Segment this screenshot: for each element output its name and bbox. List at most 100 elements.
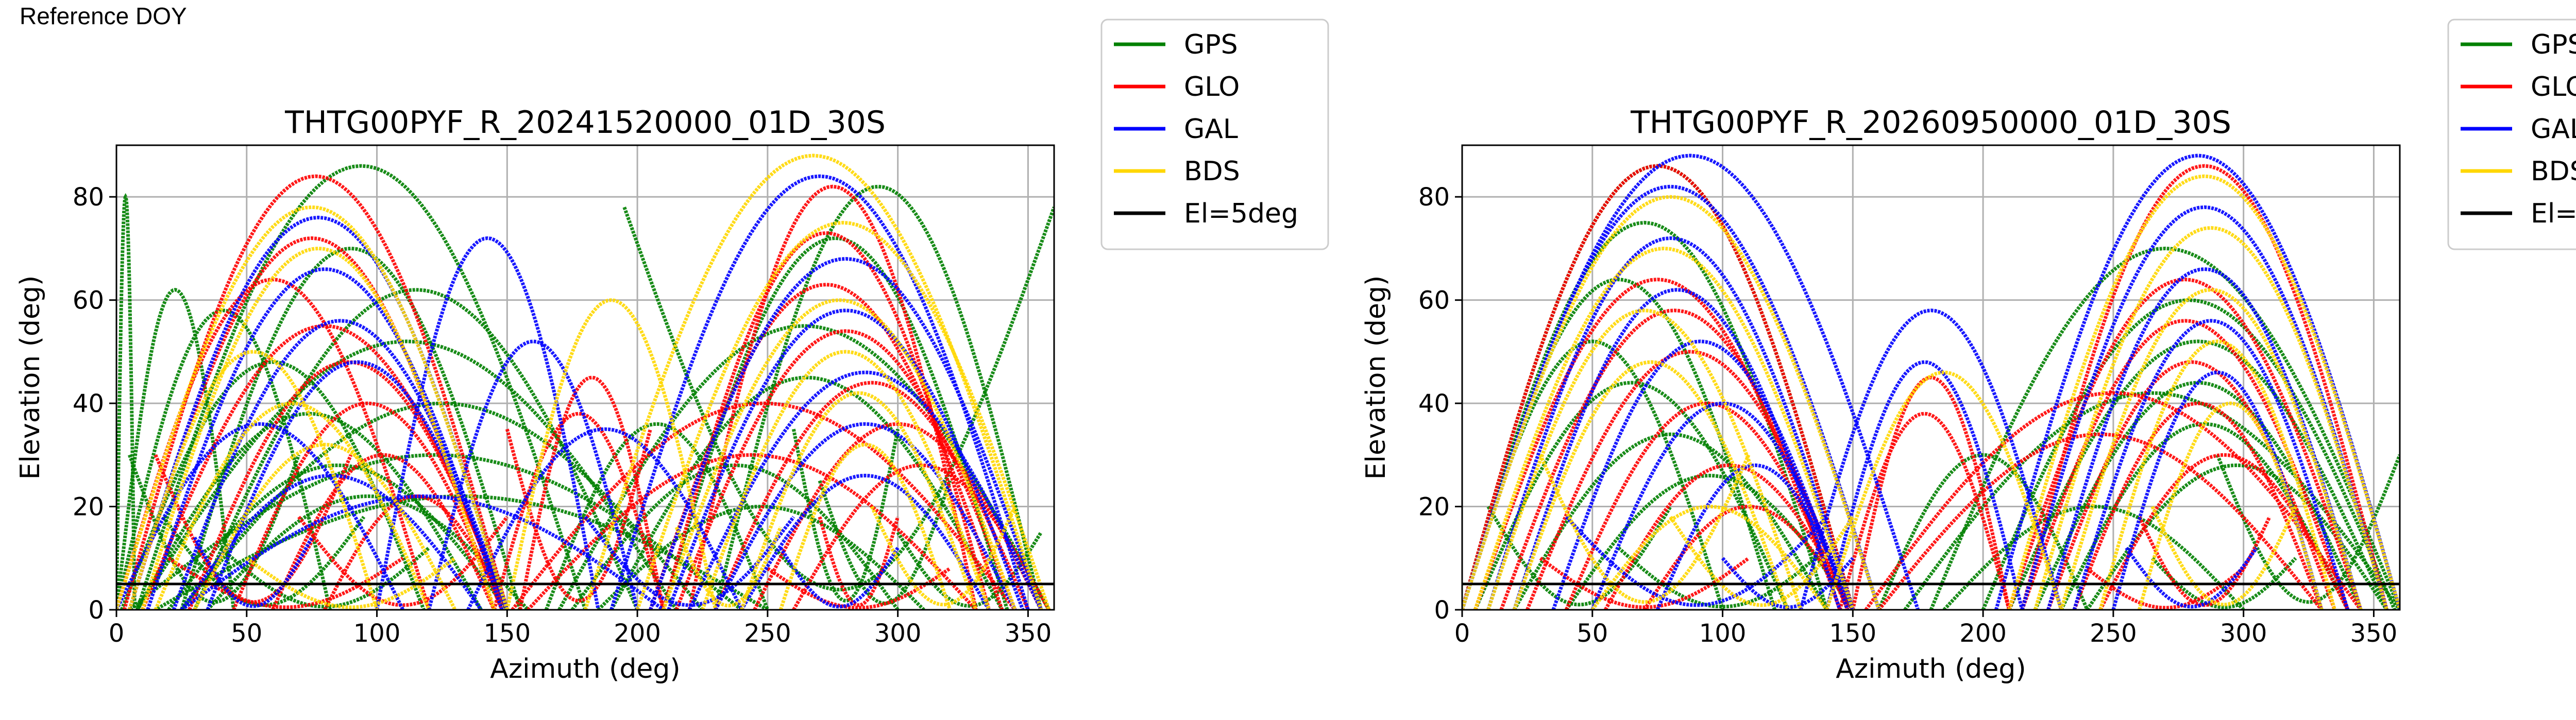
- series-track-gal: [1551, 339, 1850, 610]
- series-track-glo: [1838, 412, 2011, 610]
- series-track-gal: [1825, 360, 2024, 610]
- series-track-bds: [1473, 246, 1855, 610]
- y-tick-label: 60: [1418, 286, 1450, 315]
- series-track-bds: [739, 391, 978, 610]
- x-tick-label: 100: [1699, 619, 1747, 648]
- y-axis-label: Elevation (deg): [15, 276, 46, 480]
- series-track-glo: [2020, 164, 2389, 610]
- x-tick-label: 300: [874, 619, 922, 648]
- series-track-gal: [172, 319, 509, 610]
- series-track-bds: [1669, 516, 1855, 607]
- series-track-bds: [674, 526, 783, 608]
- y-tick-label: 40: [73, 389, 104, 418]
- series-track-gps: [135, 164, 587, 610]
- satellite-tracks: [116, 153, 1054, 610]
- y-axis-label: Elevation (deg): [1361, 276, 1392, 480]
- series-track-gal: [1799, 308, 2063, 610]
- y-tick-label: 0: [1434, 596, 1450, 625]
- x-tick-label: 200: [1959, 619, 2007, 648]
- series-track-glo: [1604, 463, 1855, 610]
- series-track-gal: [375, 236, 600, 610]
- series-track-gal: [667, 308, 1025, 610]
- series-track-gal: [740, 473, 991, 610]
- series-track-gal: [180, 473, 483, 610]
- x-tick-label: 300: [2220, 619, 2267, 648]
- x-tick-label: 50: [231, 619, 262, 648]
- series-track-bds: [778, 442, 952, 610]
- y-tick-label: 80: [73, 183, 104, 212]
- series-track-bds: [154, 401, 431, 610]
- series-track-gal: [1565, 516, 1828, 607]
- series-track-bds: [662, 298, 1017, 610]
- series-track-glo: [2138, 516, 2272, 607]
- series-track-gal: [649, 256, 1043, 610]
- x-axis-label: Azimuth (deg): [490, 654, 680, 684]
- series-track-gal: [146, 267, 504, 610]
- x-tick-label: 50: [1577, 619, 1608, 648]
- series-track-gps: [896, 531, 1043, 608]
- series-track-glo: [297, 516, 509, 607]
- x-tick-label: 150: [1829, 619, 1877, 648]
- x-axis-label: Azimuth (deg): [1836, 654, 2026, 684]
- series-track-glo: [674, 329, 1017, 610]
- series-track-gps: [622, 207, 1054, 592]
- series-track-gps: [167, 463, 509, 610]
- series-track-gps: [1565, 473, 1855, 610]
- x-tick-label: 100: [353, 619, 401, 648]
- series-track-glo: [766, 567, 951, 610]
- series-track-bds: [127, 350, 379, 610]
- series-track-glo: [1473, 278, 1842, 610]
- series-track-gal: [116, 422, 405, 610]
- series-track-gps: [1462, 164, 1855, 610]
- series-track-gps: [135, 339, 678, 610]
- series-track-bds: [2138, 401, 2324, 610]
- series-track-glo: [232, 401, 504, 610]
- x-tick-label: 250: [2090, 619, 2137, 648]
- series-track-gal: [688, 370, 1043, 610]
- y-tick-label: 0: [88, 596, 104, 625]
- series-track-bds: [1590, 505, 1828, 610]
- series-track-bds: [1462, 195, 1881, 610]
- series-track-bds: [701, 350, 991, 610]
- legend: GPS GLO GAL BDS El=5deg: [1100, 19, 1329, 250]
- series-track-glo: [818, 516, 900, 607]
- legend-label: El=5deg: [1184, 198, 1298, 229]
- series-track-glo: [687, 184, 978, 610]
- series-track-gal: [206, 360, 509, 610]
- legend-label: GAL: [2531, 114, 2576, 145]
- chart-title: THTG00PYF_R_20241520000_01D_30S: [284, 105, 886, 141]
- series-track-bds: [2098, 339, 2336, 610]
- series-track-gps: [1929, 246, 2400, 610]
- y-tick-label: 80: [1418, 183, 1450, 212]
- x-tick-label: 0: [109, 619, 125, 648]
- legend-label: GPS: [1184, 29, 1238, 60]
- y-tick-label: 40: [1418, 389, 1450, 418]
- series-track-gps: [2215, 454, 2400, 604]
- chart-title: THTG00PYF_R_20260950000_01D_30S: [1630, 105, 2231, 141]
- series-track-bds: [141, 246, 496, 610]
- series-track-gps: [128, 454, 301, 604]
- chart-1: 0 50 100 150 200 250 300 350 0 20 40 60 80 THTG00PYF_…: [15, 19, 1329, 684]
- series-track-glo: [511, 401, 1016, 610]
- series-track-glo: [1499, 308, 1850, 610]
- legend-label: BDS: [1184, 156, 1240, 187]
- series-track-glo: [2098, 453, 2350, 610]
- series-track-bds: [116, 205, 509, 610]
- series-track-gps: [1903, 391, 2400, 610]
- series-track-glo: [527, 453, 977, 610]
- legend-label: GPS: [2531, 29, 2576, 60]
- series-track-glo: [271, 453, 496, 610]
- legend-box: [1100, 19, 1329, 250]
- series-track-bds: [870, 506, 1017, 607]
- series-track-gps: [116, 288, 235, 610]
- x-tick-label: 200: [614, 619, 661, 648]
- series-track-bds: [1825, 370, 2063, 610]
- x-tick-label: 150: [484, 619, 531, 648]
- series-track-gps: [193, 288, 639, 610]
- series-track-bds: [2007, 174, 2400, 610]
- series-track-gal: [1590, 401, 1855, 610]
- legend-label: BDS: [2531, 156, 2576, 187]
- series-track-gps: [1513, 432, 1828, 610]
- series-track-gal: [1512, 288, 1842, 610]
- legend-box: [2447, 19, 2576, 250]
